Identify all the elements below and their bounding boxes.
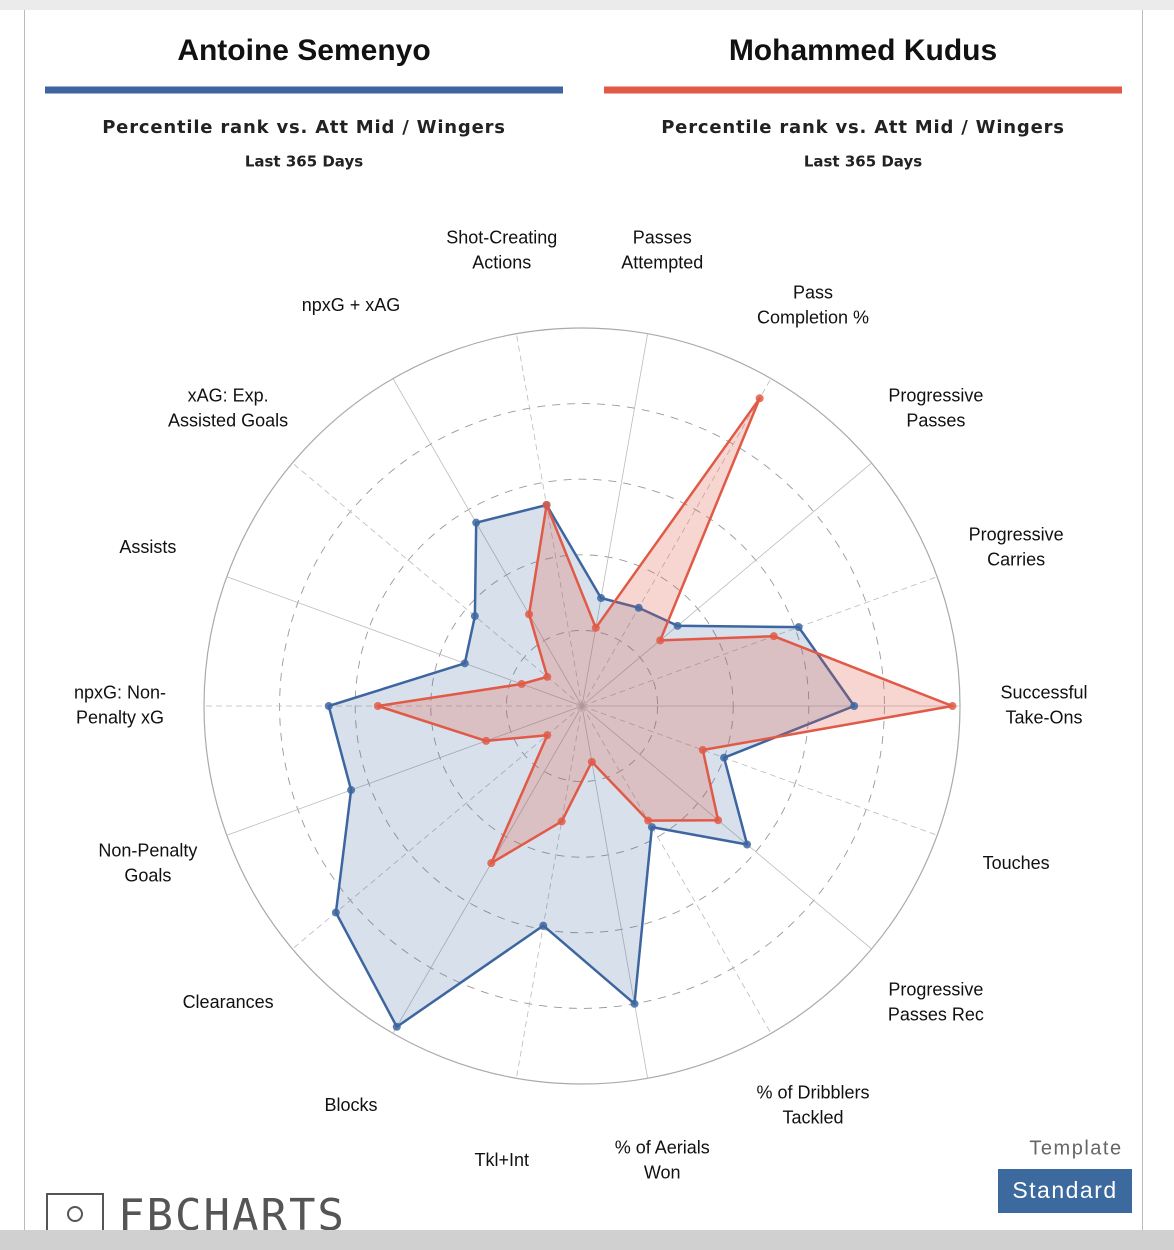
data-point (714, 816, 723, 825)
data-point (850, 702, 859, 710)
axis-label: Blocks (324, 1095, 377, 1115)
spoke (581, 333, 649, 707)
subtitle: Percentile rank vs. Att Mid / Wingers (661, 117, 1065, 138)
data-point (656, 636, 665, 645)
period: Last 365 Days (804, 153, 922, 171)
data-point (794, 623, 803, 632)
spoke (581, 378, 772, 707)
data-point (331, 908, 340, 917)
data-point (324, 702, 333, 710)
logo-icon (67, 1206, 83, 1222)
spoke (292, 705, 583, 950)
axis-label: Shot-Creating Actions (446, 227, 557, 272)
axis-label: npxG + xAG (302, 295, 401, 315)
template-label: Template (1029, 1137, 1122, 1159)
spoke (515, 333, 583, 707)
data-point (698, 745, 707, 754)
data-point (948, 702, 957, 710)
data-point (487, 859, 496, 868)
data-point (557, 817, 566, 826)
axis-label: npxG: Non-Penalty xG (74, 682, 166, 727)
data-point (543, 672, 552, 681)
data-point (634, 603, 643, 612)
axis-label: % of Dribblers Tackled (756, 1082, 869, 1127)
data-point (373, 702, 382, 710)
spoke (392, 705, 583, 1034)
template-value[interactable]: Standard (1012, 1177, 1117, 1203)
spoke (515, 705, 583, 1079)
spoke (581, 705, 938, 836)
top-bar (0, 0, 1174, 10)
axis-label: Non-Penalty Goals (98, 840, 197, 885)
spoke (581, 576, 938, 707)
axis-label: Passes Attempted (621, 227, 703, 272)
spoke (581, 462, 872, 707)
data-point (755, 394, 764, 403)
spoke (292, 462, 583, 707)
axis-label: Clearances (183, 992, 274, 1012)
data-point (392, 1022, 401, 1031)
data-point (644, 816, 653, 825)
data-point (630, 999, 639, 1008)
template-button[interactable] (998, 1169, 1132, 1213)
logo-icon (46, 1193, 104, 1235)
data-point (720, 753, 729, 762)
spoke (226, 705, 583, 836)
period: Last 365 Days (245, 153, 363, 171)
spoke (581, 705, 649, 1079)
axis-label: xAG: Exp. Assisted Goals (168, 385, 288, 430)
axis-label: Progressive Passes Rec (888, 979, 984, 1024)
player-name: Antoine Semenyo (177, 34, 430, 67)
data-point (542, 500, 551, 509)
data-point (543, 731, 552, 740)
subtitle: Percentile rank vs. Att Mid / Wingers (102, 117, 506, 138)
data-point (482, 736, 491, 745)
bottom-bar (0, 1230, 1174, 1250)
data-point (517, 680, 526, 689)
data-point (460, 659, 469, 668)
spoke (581, 705, 872, 950)
data-point (587, 757, 596, 766)
axis-label: Tkl+Int (475, 1150, 530, 1170)
data-point (525, 610, 534, 619)
spoke (581, 705, 772, 1034)
player-name: Mohammed Kudus (729, 34, 997, 67)
axis-label: % of Aerials Won (615, 1137, 710, 1182)
data-point (769, 632, 778, 641)
series-area (327, 503, 856, 1029)
data-point (470, 612, 479, 621)
axis-label: Pass Completion % (757, 282, 869, 327)
axis-label: Touches (983, 853, 1050, 873)
spoke (392, 378, 583, 707)
data-point (472, 518, 481, 527)
data-point (673, 621, 682, 630)
data-point (591, 623, 600, 632)
data-point (647, 823, 656, 832)
axis-label: Successful Take-Ons (1000, 682, 1087, 727)
data-point (597, 594, 606, 603)
axis-label: Progressive Carries (969, 524, 1064, 569)
data-point (743, 840, 752, 849)
data-point (539, 921, 548, 930)
axis-label: Progressive Passes (888, 385, 983, 430)
axis-label: Assists (119, 537, 176, 557)
data-point (347, 786, 356, 795)
